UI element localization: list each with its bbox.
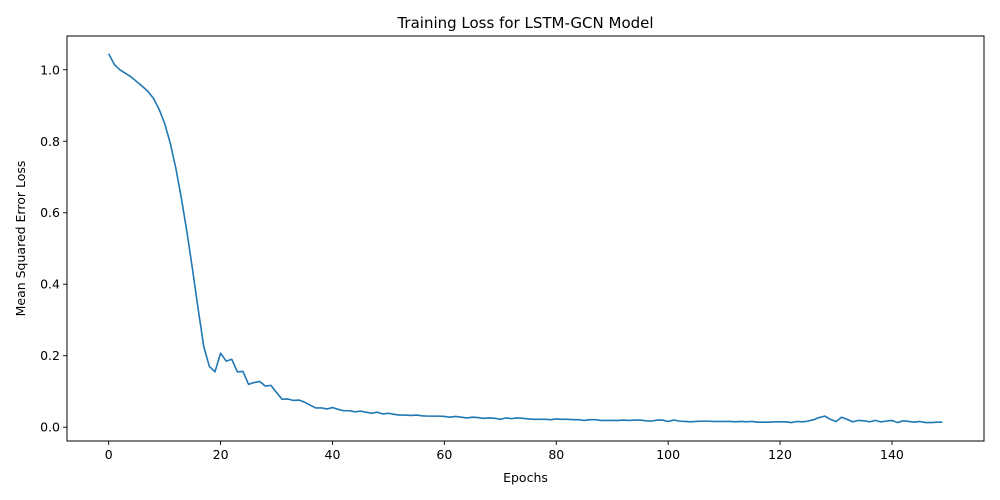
x-tick-label: 0 bbox=[105, 447, 113, 462]
y-tick-label: 1.0 bbox=[40, 62, 60, 77]
x-tick-label: 100 bbox=[656, 447, 680, 462]
x-tick-label: 60 bbox=[436, 447, 452, 462]
x-tick-label: 140 bbox=[880, 447, 904, 462]
x-tick-label: 120 bbox=[768, 447, 792, 462]
plot-area bbox=[107, 53, 943, 424]
y-axis: 0.0 0.2 0.4 0.6 0.8 1.0 bbox=[40, 62, 67, 435]
x-axis-label: Epochs bbox=[503, 470, 548, 485]
y-tick-label: 0.6 bbox=[40, 205, 60, 220]
loss-series-line bbox=[107, 53, 943, 424]
y-tick-label: 0.4 bbox=[40, 277, 60, 292]
y-axis-label: Mean Squared Error Loss bbox=[13, 161, 28, 317]
x-tick-label: 20 bbox=[213, 447, 229, 462]
x-tick-label: 40 bbox=[325, 447, 341, 462]
y-tick-label: 0.8 bbox=[40, 134, 60, 149]
plot-frame bbox=[66, 35, 985, 442]
x-tick-label: 80 bbox=[548, 447, 564, 462]
y-tick-label: 0.0 bbox=[40, 420, 60, 435]
x-axis: 0 20 40 60 80 100 120 140 bbox=[105, 441, 904, 462]
y-tick-label: 0.2 bbox=[40, 348, 60, 363]
chart-title: Training Loss for LSTM-GCN Model bbox=[396, 14, 653, 32]
